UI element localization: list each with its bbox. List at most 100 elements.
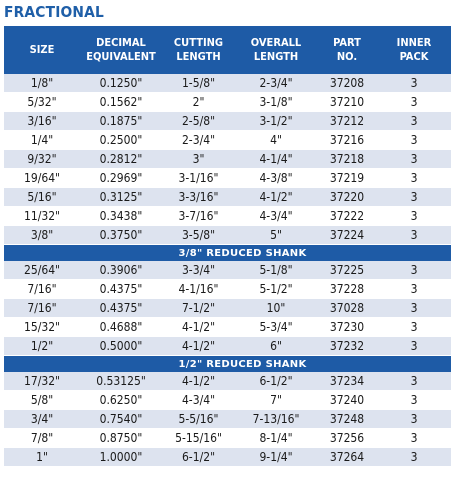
- cell-size: 7/16": [27, 282, 57, 296]
- header-pack-line1: INNER: [396, 36, 432, 49]
- cell-inner-pack: 3: [410, 431, 418, 445]
- table-header: SIZE DECIMAL EQUIVALENT CUTTING LENGTH OVE…: [4, 26, 451, 74]
- cell-part-no: 37208: [329, 76, 365, 90]
- table-row: 5/8" 0.6250" 4-3/4" 7" 37240 3: [4, 391, 451, 410]
- cell-inner-pack: 3: [410, 412, 418, 426]
- cell-cutting-length: 3-3/4": [181, 263, 216, 277]
- cell-inner-pack: 3: [410, 95, 418, 109]
- cell-size: 3/8": [30, 228, 54, 242]
- cell-cutting-length: 2-5/8": [181, 114, 216, 128]
- cell-overall-length: 5-1/8": [259, 263, 293, 277]
- cell-cutting-length: 4-1/16": [178, 282, 219, 296]
- header-cutting-length: CUTTING LENGTH: [162, 26, 235, 74]
- cell-inner-pack: 3: [410, 171, 418, 185]
- cell-overall-length: 6": [270, 339, 282, 353]
- table-row: 19/64" 0.2969" 3-1/16" 4-3/8" 37219 3: [4, 169, 451, 188]
- cell-inner-pack: 3: [410, 339, 418, 353]
- cell-cutting-length: 3-7/16": [178, 209, 219, 223]
- cell-decimal-equivalent: 0.3438": [99, 209, 143, 223]
- cell-size: 15/32": [23, 320, 61, 334]
- cell-part-no: 37216: [329, 133, 365, 147]
- table-row: 7/8" 0.8750" 5-15/16" 8-1/4" 37256 3: [4, 429, 451, 448]
- cell-overall-length: 5-1/2": [259, 282, 293, 296]
- header-pack-line2: PACK: [399, 50, 429, 63]
- header-part-no: PART NO.: [317, 26, 377, 74]
- table-row: 3/16" 0.1875" 2-5/8" 3-1/2" 37212 3: [4, 112, 451, 131]
- cell-inner-pack: 3: [410, 450, 418, 464]
- table-row: 1/8" 0.1250" 1-5/8" 2-3/4" 37208 3: [4, 74, 451, 93]
- cell-size: 5/16": [27, 190, 57, 204]
- cell-part-no: 37222: [329, 209, 365, 223]
- header-cutting-line2: LENGTH: [176, 50, 221, 63]
- header-cutting-line1: CUTTING: [173, 36, 224, 49]
- cell-cutting-length: 4-1/2": [181, 374, 216, 388]
- cell-inner-pack: 3: [410, 320, 418, 334]
- cell-part-no: 37210: [329, 95, 365, 109]
- cell-size: 1/8": [30, 76, 54, 90]
- cell-size: 7/8": [30, 431, 54, 445]
- cell-decimal-equivalent: 0.3125": [99, 190, 143, 204]
- cell-part-no: 37220: [329, 190, 365, 204]
- cell-part-no: 37240: [329, 393, 365, 407]
- table-row: 5/16" 0.3125" 3-3/16" 4-1/2" 37220 3: [4, 188, 451, 207]
- fractional-spec-table: SIZE DECIMAL EQUIVALENT CUTTING LENGTH OVE…: [4, 26, 451, 467]
- header-overall-line2: LENGTH: [253, 50, 299, 63]
- cell-cutting-length: 1-5/8": [181, 76, 216, 90]
- cell-overall-length: 10": [266, 301, 286, 315]
- cell-size: 1/2": [30, 339, 54, 353]
- cell-decimal-equivalent: 1.0000": [99, 450, 143, 464]
- cell-part-no: 37248: [329, 412, 365, 426]
- cell-overall-length: 8-1/4": [259, 431, 293, 445]
- table-row: 7/16" 0.4375" 4-1/16" 5-1/2" 37228 3: [4, 280, 451, 299]
- cell-inner-pack: 3: [410, 263, 418, 277]
- table-row: 5/32" 0.1562" 2" 3-1/8" 37210 3: [4, 93, 451, 112]
- cell-decimal-equivalent: 0.3750": [99, 228, 143, 242]
- cell-decimal-equivalent: 0.1875": [99, 114, 143, 128]
- cell-part-no: 37219: [329, 171, 365, 185]
- header-overall-length: OVERALL LENGTH: [235, 26, 317, 74]
- cell-size: 25/64": [23, 263, 61, 277]
- cell-decimal-equivalent: 0.5000": [99, 339, 143, 353]
- header-overall-line1: OVERALL: [250, 36, 302, 49]
- cell-part-no: 37264: [329, 450, 365, 464]
- cell-decimal-equivalent: 0.8750": [99, 431, 143, 445]
- cell-part-no: 37232: [329, 339, 365, 353]
- section-header: 1/2" REDUCED SHANK: [4, 356, 451, 372]
- table-row: 3/8" 0.3750" 3-5/8" 5" 37224 3: [4, 226, 451, 245]
- cell-overall-length: 5-3/4": [259, 320, 293, 334]
- table-row: 17/32" 0.53125" 4-1/2" 6-1/2" 37234 3: [4, 372, 451, 391]
- section-header: 3/8" REDUCED SHANK: [4, 245, 451, 261]
- cell-overall-length: 4": [270, 133, 282, 147]
- cell-inner-pack: 3: [410, 393, 418, 407]
- header-inner-pack: INNER PACK: [377, 26, 451, 74]
- cell-cutting-length: 3": [192, 152, 205, 166]
- cell-inner-pack: 3: [410, 282, 418, 296]
- cell-decimal-equivalent: 0.1250": [99, 76, 143, 90]
- cell-part-no: 37224: [329, 228, 365, 242]
- cell-overall-length: 4-1/2": [259, 190, 293, 204]
- cell-cutting-length: 7-1/2": [181, 301, 216, 315]
- cell-cutting-length: 4-1/2": [181, 320, 216, 334]
- cell-size: 5/32": [27, 95, 57, 109]
- cell-overall-length: 3-1/2": [259, 114, 293, 128]
- cell-cutting-length: 5-15/16": [175, 431, 222, 445]
- cell-part-no: 37212: [329, 114, 365, 128]
- cell-size: 3/16": [27, 114, 57, 128]
- cell-part-no: 37230: [329, 320, 365, 334]
- cell-decimal-equivalent: 0.7540": [99, 412, 143, 426]
- cell-inner-pack: 3: [410, 114, 418, 128]
- cell-size: 1": [36, 450, 48, 464]
- cell-inner-pack: 3: [410, 190, 418, 204]
- cell-cutting-length: 5-5/16": [178, 412, 219, 426]
- header-decimal-line2: EQUIVALENT: [86, 50, 156, 63]
- cell-size: 19/64": [23, 171, 61, 185]
- cell-cutting-length: 2": [192, 95, 205, 109]
- cell-size: 5/8": [30, 393, 54, 407]
- cell-inner-pack: 3: [410, 133, 418, 147]
- table-row: 11/32" 0.3438" 3-7/16" 4-3/4" 37222 3: [4, 207, 451, 226]
- cell-decimal-equivalent: 0.4688": [99, 320, 143, 334]
- cell-size: 9/32": [27, 152, 57, 166]
- cell-inner-pack: 3: [410, 152, 418, 166]
- table-title: FRACTIONAL: [4, 3, 105, 21]
- table-row: 15/32" 0.4688" 4-1/2" 5-3/4" 37230 3: [4, 318, 451, 337]
